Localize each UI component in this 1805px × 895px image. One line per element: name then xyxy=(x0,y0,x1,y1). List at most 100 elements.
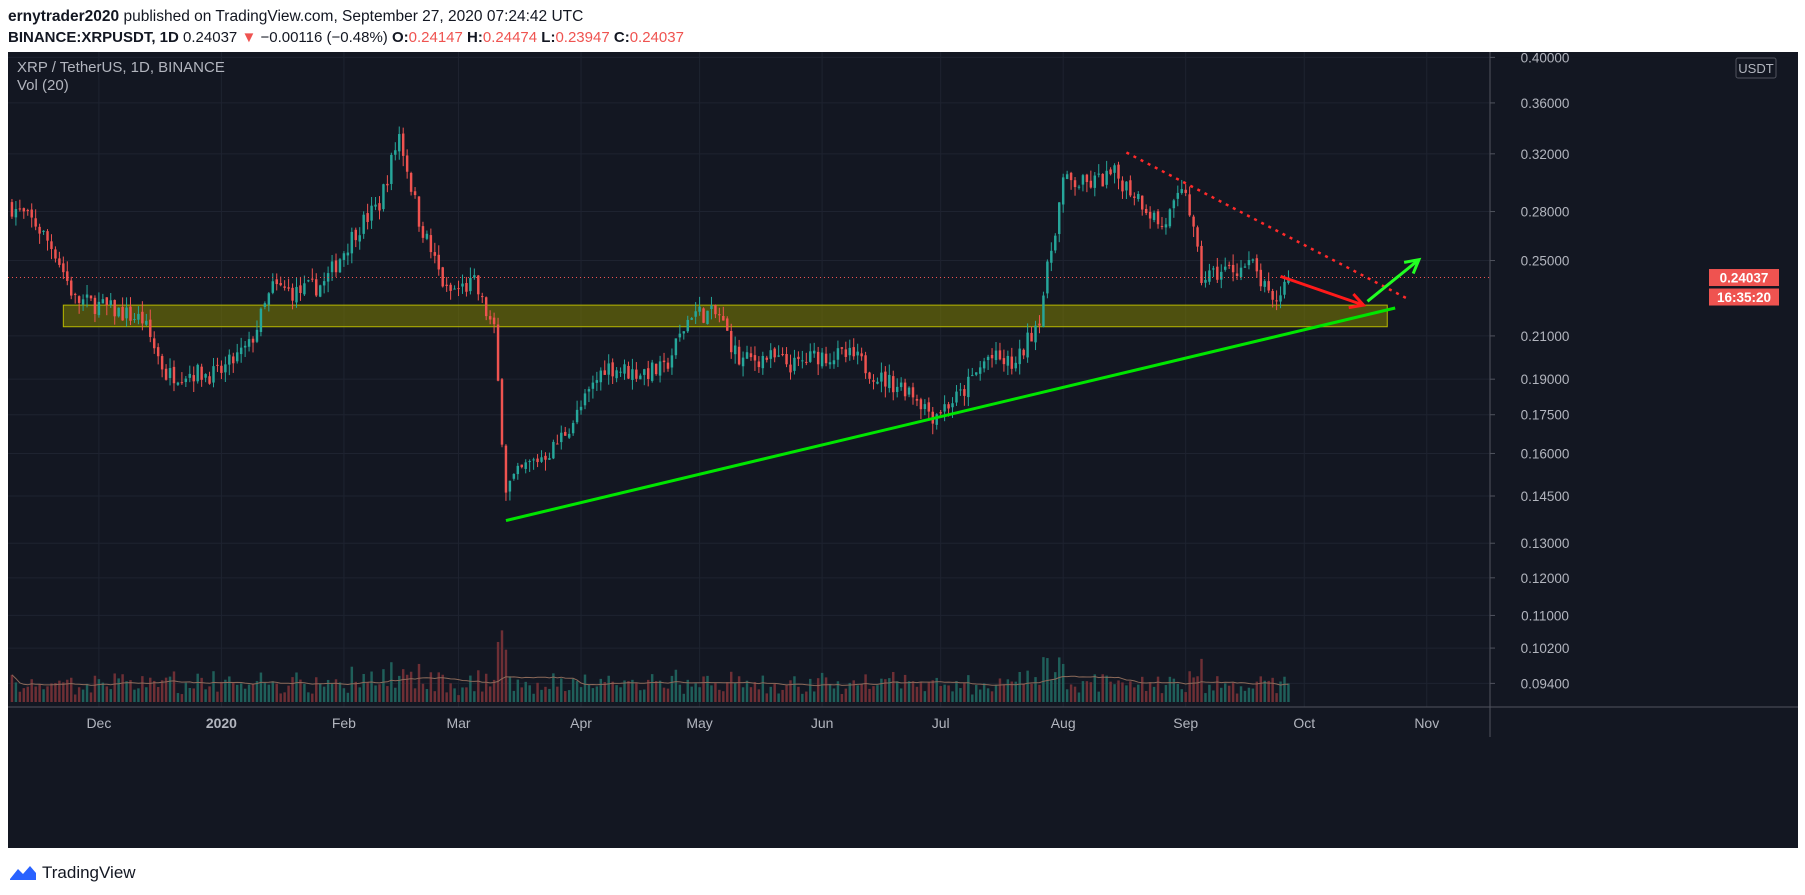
price-chart[interactable]: 0.40000 0.36000 0.32000 0.28000 0.25000 0.210… xyxy=(8,50,1798,848)
volume-bar xyxy=(1030,683,1033,702)
volume-bar xyxy=(1279,681,1282,702)
candle-body xyxy=(1216,266,1219,280)
candle-body xyxy=(1231,264,1235,273)
candle-body xyxy=(152,338,156,349)
currency-badge[interactable] xyxy=(1735,57,1777,79)
volume-bar xyxy=(809,678,812,702)
x-tick-label: May xyxy=(686,715,712,731)
candle-body xyxy=(927,402,931,412)
volume-bar xyxy=(1152,686,1156,702)
candle-body xyxy=(805,361,808,363)
volume-indicator-label[interactable]: Vol (20) xyxy=(17,77,69,94)
volume-bar xyxy=(733,683,737,702)
candle-body xyxy=(500,379,504,445)
volume-bar xyxy=(935,677,938,702)
candle-body xyxy=(1081,175,1085,185)
candle-body xyxy=(484,297,488,317)
volume-bar xyxy=(1275,693,1278,702)
x-tick-label: Mar xyxy=(446,715,470,731)
candle-body xyxy=(235,352,239,362)
candle-body xyxy=(259,308,263,332)
volume-bar xyxy=(888,678,891,702)
candle-body xyxy=(81,299,85,305)
x-tick-label: Aug xyxy=(1051,715,1076,731)
volume-bar xyxy=(1259,676,1263,702)
volume-bar xyxy=(662,687,666,702)
candle-body xyxy=(1065,174,1069,179)
candle-body xyxy=(449,284,452,291)
candle-body xyxy=(232,356,235,364)
candle-body xyxy=(793,357,796,371)
chart-frame[interactable]: 0.40000 0.36000 0.32000 0.28000 0.25000 0.210… xyxy=(8,50,1798,848)
candle-body xyxy=(556,443,559,445)
volume-bar xyxy=(267,684,271,702)
open-label: O: xyxy=(391,29,409,46)
volume-bar xyxy=(1014,681,1017,702)
volume-bar xyxy=(579,687,583,702)
volume-bar xyxy=(1223,683,1227,702)
ascending-trendline[interactable] xyxy=(505,306,1396,523)
candle-body xyxy=(860,353,863,357)
volume-bar xyxy=(923,691,927,702)
candle-body xyxy=(196,364,199,382)
candle-body xyxy=(816,351,820,365)
volume-bar xyxy=(1172,678,1176,702)
volume-bar xyxy=(643,689,646,702)
volume-bar xyxy=(113,673,116,702)
candle-body xyxy=(1220,271,1223,280)
volume-bar xyxy=(330,683,334,702)
candle-body xyxy=(516,465,520,475)
candle-body xyxy=(358,235,361,242)
volume-bar xyxy=(674,669,678,702)
support-zone[interactable] xyxy=(62,304,1388,328)
y-tick-label: 0.17500 xyxy=(1521,408,1570,423)
candle-body xyxy=(567,433,571,438)
volume-bar xyxy=(654,681,658,702)
volume-bar xyxy=(710,685,713,702)
volume-bar xyxy=(156,686,160,702)
candle-body xyxy=(903,382,907,397)
candle-body xyxy=(160,356,164,370)
tradingview-brand[interactable]: TradingView xyxy=(8,858,136,888)
volume-bar xyxy=(828,684,832,702)
volume-bar xyxy=(532,693,535,702)
volume-bar xyxy=(228,676,231,702)
chart-header: ernytrader2020 published on TradingView.… xyxy=(8,6,684,48)
x-tick-label: Apr xyxy=(570,715,592,731)
volume-bar xyxy=(860,683,863,702)
volume-bar xyxy=(690,686,693,702)
candle-body xyxy=(963,389,966,396)
volume-bar xyxy=(1204,693,1207,702)
volume-bar xyxy=(445,692,448,702)
volume-bar xyxy=(465,687,468,702)
volume-bar xyxy=(520,687,523,702)
candle-body xyxy=(1200,245,1203,283)
candle-body xyxy=(307,280,310,282)
volume-bar xyxy=(1069,684,1073,702)
candle-body xyxy=(532,459,535,461)
volume-bar xyxy=(1231,682,1235,702)
candle-body xyxy=(14,209,18,218)
volume-bar xyxy=(1176,683,1180,702)
candle-body xyxy=(378,203,381,211)
candle-body xyxy=(627,365,630,379)
candle-body xyxy=(911,387,915,398)
candle-body xyxy=(998,350,1002,360)
volume-bar xyxy=(773,683,776,702)
projection-arrows[interactable] xyxy=(1280,257,1422,310)
volume-bar xyxy=(342,688,346,702)
author-name[interactable]: ernytrader2020 xyxy=(8,8,120,25)
volume-bar xyxy=(1239,686,1243,702)
volume-bar xyxy=(30,679,33,702)
volume-bar xyxy=(1133,687,1136,702)
green-up-arrow xyxy=(1366,258,1420,303)
volume-bar xyxy=(512,690,516,702)
volume-bar xyxy=(1220,687,1223,702)
volume-bar xyxy=(1050,680,1053,702)
volume-bar xyxy=(433,691,437,702)
volume-bar xyxy=(196,673,199,702)
candle-body xyxy=(492,317,496,325)
candle-body xyxy=(429,235,433,253)
volume-bar xyxy=(718,689,721,702)
volume-bar xyxy=(10,674,14,702)
